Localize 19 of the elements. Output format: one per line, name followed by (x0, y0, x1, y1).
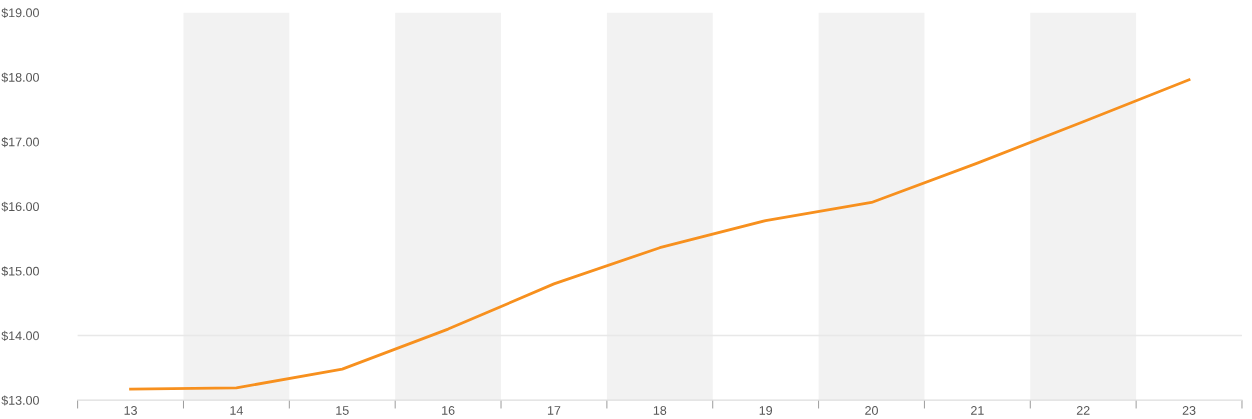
y-tick-label: $19.00 (1, 7, 39, 18)
y-tick-label: $14.00 (1, 330, 39, 341)
x-tick-label: 16 (442, 406, 455, 415)
x-tick-label: 17 (547, 406, 561, 415)
x-tick-label: 18 (653, 406, 667, 415)
x-tick-label: 21 (971, 406, 984, 415)
y-tick-label: $17.00 (1, 137, 39, 148)
y-tick-label: $15.00 (1, 266, 39, 277)
x-tick-label: 13 (124, 406, 137, 415)
x-tick-label: 19 (759, 406, 773, 415)
y-tick-label: $16.00 (1, 201, 39, 212)
x-tick-label: 23 (1182, 406, 1196, 415)
y-tick-label: $13.00 (1, 395, 39, 406)
x-tick-label: 20 (865, 406, 878, 415)
x-tick-label: 22 (1076, 406, 1090, 415)
x-tick-label: 14 (230, 406, 243, 415)
x-tick-label: 15 (336, 406, 349, 415)
line-series (129, 78, 1191, 391)
y-tick-label: $18.00 (1, 72, 39, 83)
